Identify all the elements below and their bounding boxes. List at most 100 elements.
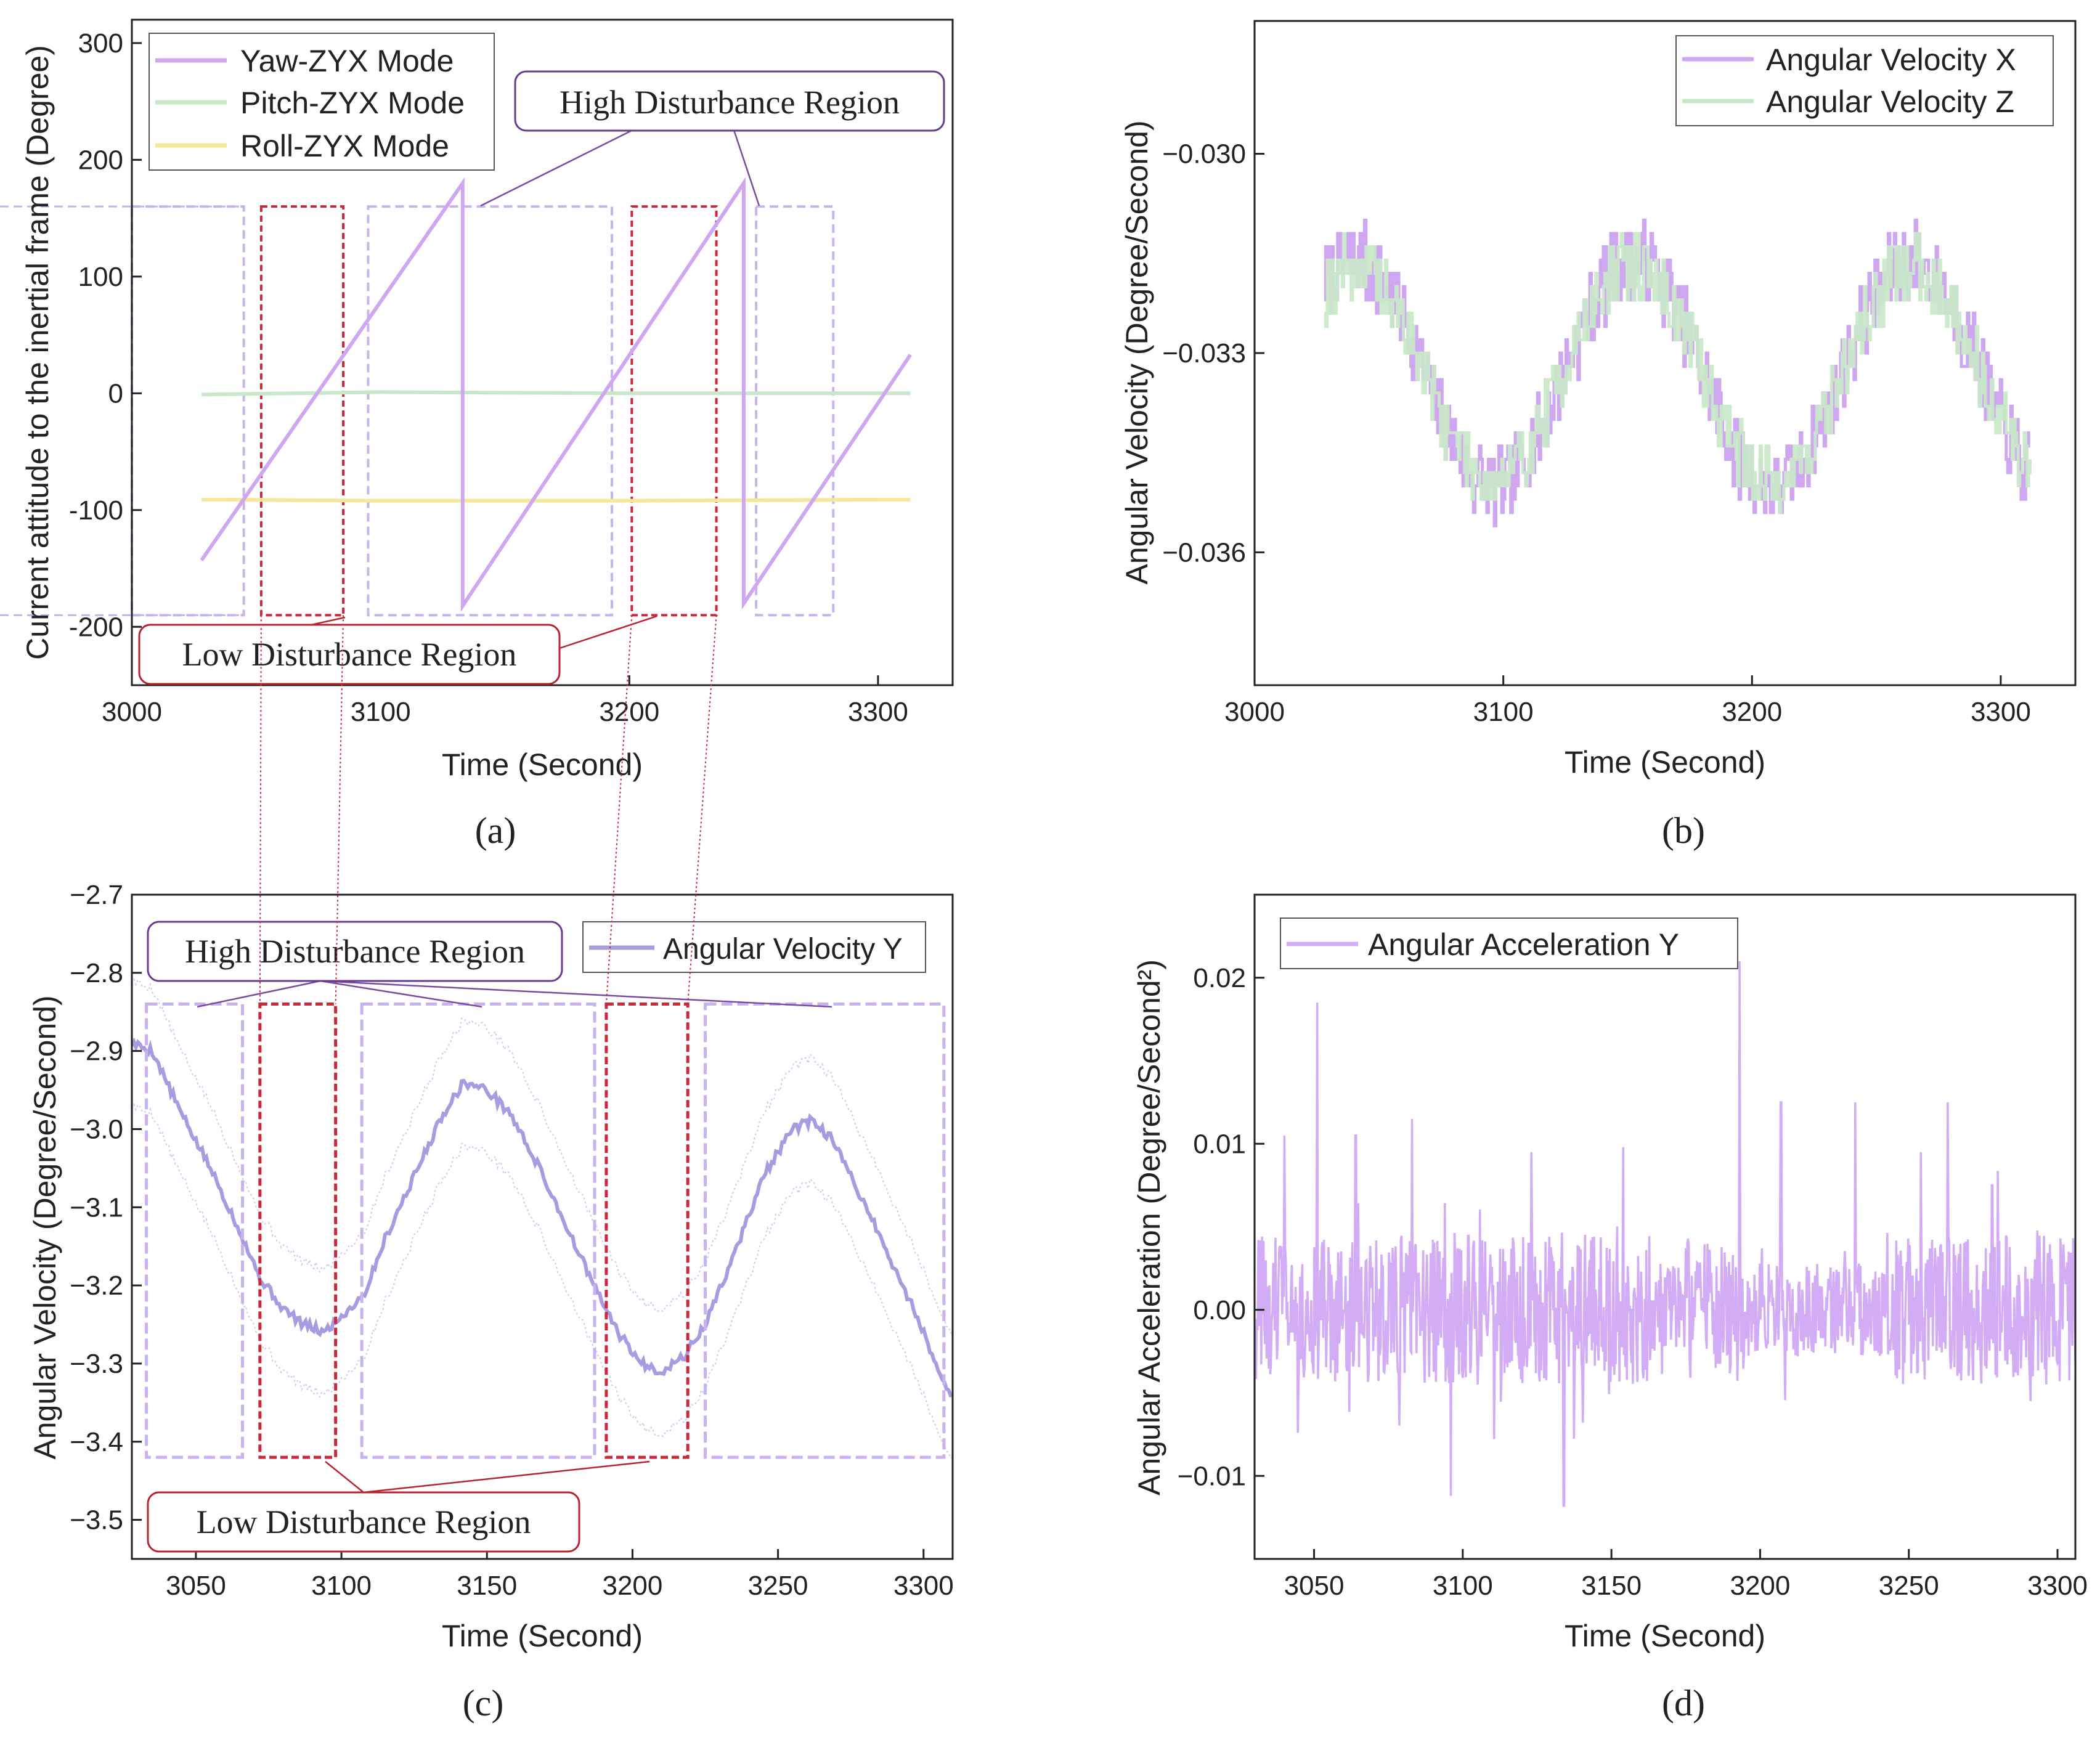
a-low-callout-text: Low Disturbance Region [182, 636, 517, 673]
x-tick-label: 3000 [1224, 697, 1285, 727]
a-low-disturbance-callout: Low Disturbance Region [138, 615, 657, 685]
a-low-leader-2 [559, 615, 657, 649]
y-tick-label: 0 [108, 378, 123, 409]
a-x-axis: 3000 3100 3200 3300 [102, 675, 908, 727]
x-tick-label: 3100 [1473, 697, 1534, 727]
a-high-disturbance-callout: High Disturbance Region [480, 70, 945, 207]
a-low-callout-box [138, 624, 561, 685]
d-y-axis: 0.02 0.01 0.00 −0.01 [1178, 963, 1264, 1491]
c-high-callout-text: High Disturbance Region [185, 933, 525, 970]
high-disturbance-region [131, 205, 245, 617]
a-y-axis: 300 200 100 0 -100 -200 [69, 28, 142, 642]
c-x-axis-label: Time (Second) [442, 1619, 643, 1653]
a-high-leader-1 [480, 123, 645, 207]
y-tick-label: −0.033 [1162, 338, 1246, 368]
low-region-connector-line [605, 615, 633, 1004]
d-x-axis: 3050 3100 3150 3200 3250 3300 [1284, 1549, 2088, 1601]
x-tick-label: 3300 [848, 697, 908, 727]
high-disturbance-region [755, 205, 835, 617]
series-line-angular-velocity-z [1324, 232, 2032, 515]
x-tick-label: 3200 [1730, 1571, 1790, 1601]
legend-label-angular-acceleration-y: Angular Acceleration Y [1368, 927, 1679, 962]
y-tick-label: -200 [69, 612, 123, 642]
b-y-axis: −0.030 −0.033 −0.036 [1162, 139, 1264, 567]
y-tick-label: −0.01 [1178, 1461, 1246, 1491]
high-disturbance-region [367, 205, 614, 617]
y-tick-label: 0.00 [1193, 1295, 1246, 1325]
b-x-axis-label: Time (Second) [1565, 745, 1765, 779]
c-legend: Angular Velocity Y [582, 921, 926, 973]
legend-label-roll: Roll-ZYX Mode [240, 129, 449, 163]
high-disturbance-region [704, 1003, 946, 1459]
y-tick-label: −3.2 [70, 1271, 123, 1301]
series-line-yaw-zyx-mode [200, 177, 912, 612]
legend-label-yaw: Yaw-ZYX Mode [240, 44, 454, 78]
y-tick-label: 0.01 [1193, 1129, 1246, 1159]
d-plot-frame [1253, 893, 2077, 1560]
low-disturbance-region [604, 1003, 690, 1459]
y-tick-label: 200 [78, 145, 123, 175]
y-tick-label: −2.9 [70, 1036, 123, 1067]
y-tick-label: −0.036 [1162, 537, 1246, 567]
c-high-disturbance-callout: High Disturbance Region [147, 921, 832, 1008]
y-tick-label: −3.1 [70, 1192, 123, 1222]
low-region-connector-line [259, 615, 262, 1004]
low-region-connector-line [687, 615, 717, 1004]
b-legend: Angular Velocity X Angular Velocity Z [1675, 35, 2054, 126]
panel-d-chart: 3050 3100 3150 3200 3250 3300 0.02 0.01 0.00 −0.… [1132, 893, 2088, 1723]
high-disturbance-region [360, 1003, 596, 1459]
y-tick-label: −3.5 [70, 1505, 123, 1536]
y-tick-label: −0.030 [1162, 139, 1246, 169]
x-tick-label: 3100 [1433, 1571, 1493, 1601]
series-line-angular-acceleration-y [1255, 961, 2075, 1507]
low-disturbance-region [630, 205, 718, 617]
c-y-axis: −2.7 −2.8 −2.9 −3.0 −3.1 −3.2 −3.3 −3.4 −3.5 [70, 880, 142, 1536]
panel-a-chart: 3000 3100 3200 3300 300 200 100 0 -100 -200 Time… [0, 18, 954, 851]
legend-label-angular-velocity-x: Angular Velocity X [1766, 43, 2016, 77]
y-tick-label: 100 [78, 262, 123, 292]
a-plot-frame [131, 18, 954, 686]
legend-label-pitch: Pitch-ZYX Mode [240, 86, 465, 120]
low-region-connectors [259, 615, 717, 1004]
c-x-axis: 3050 3100 3150 3200 3250 3300 [166, 1549, 954, 1601]
c-y-axis-label: Angular Velocity (Degree/Second) [28, 995, 62, 1459]
c-series-layer [132, 977, 953, 1459]
b-x-axis: 3000 3100 3200 3300 [1224, 675, 2031, 727]
c-plot-frame [131, 893, 954, 1560]
x-tick-label: 3150 [1581, 1571, 1642, 1601]
c-low-leader-1 [325, 1461, 364, 1493]
c-low-leader-2 [363, 1460, 650, 1494]
c-disturbance-regions [145, 1003, 946, 1459]
a-panel-label: (a) [475, 810, 516, 851]
d-y-axis-label: Angular Acceleration (Degree/Second²) [1132, 959, 1166, 1495]
b-panel-label: (b) [1662, 810, 1705, 851]
y-tick-label: −2.8 [70, 958, 123, 988]
x-tick-label: 3050 [1284, 1571, 1345, 1601]
x-tick-label: 3100 [311, 1571, 372, 1601]
series-envelope-upper [132, 977, 953, 1334]
x-tick-label: 3200 [602, 1571, 662, 1601]
y-tick-label: 0.02 [1193, 963, 1246, 993]
x-tick-label: 3050 [166, 1571, 226, 1601]
c-high-callout-box [147, 921, 563, 982]
b-y-axis-label: Angular Velocity (Degree/Second) [1120, 120, 1154, 584]
a-disturbance-regions [0, 205, 835, 617]
y-tick-label: −2.7 [70, 880, 123, 910]
x-tick-label: 3200 [1722, 697, 1782, 727]
series-envelope-lower [132, 1102, 953, 1459]
series-line-pitch-zyx-mode [201, 390, 911, 397]
a-series-layer [200, 177, 912, 612]
a-x-axis-label: Time (Second) [442, 747, 643, 782]
low-disturbance-region [258, 1003, 338, 1459]
high-disturbance-region [145, 1003, 244, 1459]
d-panel-label: (d) [1662, 1683, 1705, 1723]
d-legend: Angular Acceleration Y [1280, 917, 1738, 969]
a-high-callout-box [514, 70, 945, 132]
x-tick-label: 3250 [748, 1571, 808, 1601]
c-high-leader-2 [320, 980, 482, 1008]
panel-b-chart: 3000 3100 3200 3300 −0.030 −0.033 −0.036 Time… [1120, 20, 2077, 851]
a-high-callout-text: High Disturbance Region [560, 84, 900, 121]
series-line-roll-zyx-mode [201, 497, 911, 503]
b-series-layer [1324, 218, 2032, 527]
